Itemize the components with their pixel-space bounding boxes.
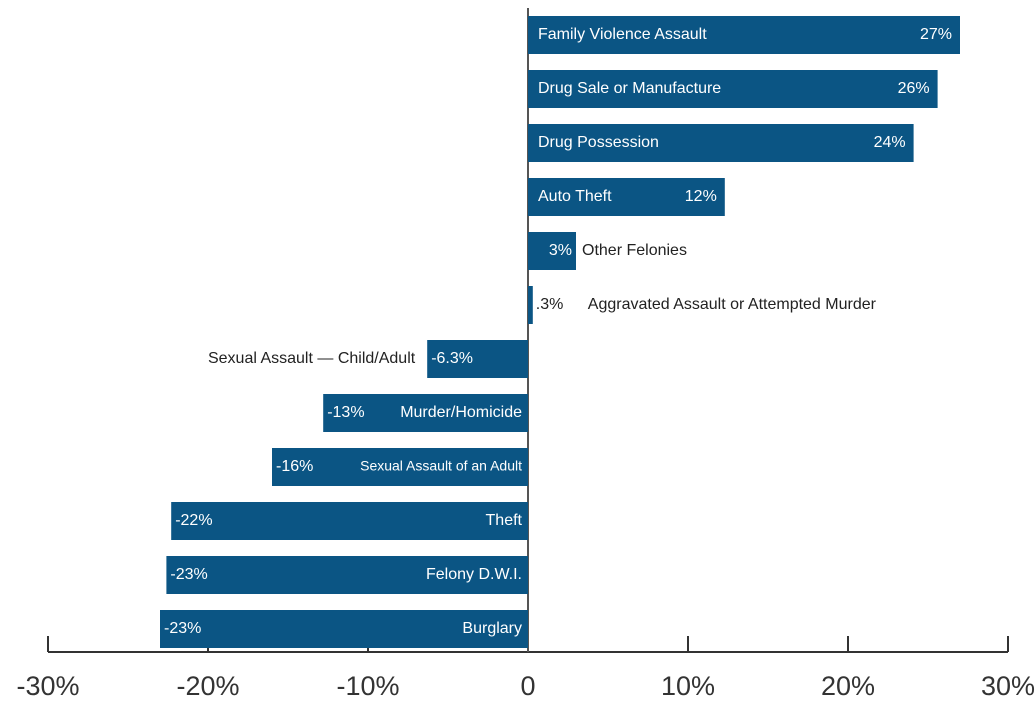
category-label: Auto Theft [538, 188, 612, 205]
bar [528, 286, 533, 324]
value-label: -23% [170, 566, 207, 583]
category-label: Family Violence Assault [538, 26, 707, 43]
bar [171, 502, 528, 540]
value-label: 12% [685, 188, 717, 205]
value-label: 24% [874, 134, 906, 151]
bar [427, 340, 528, 378]
category-label: Sexual Assault — Child/Adult [208, 350, 416, 367]
category-label: Felony D.W.I. [426, 566, 522, 583]
category-label: Theft [486, 512, 523, 529]
bar [272, 448, 528, 486]
value-label: -6.3% [431, 350, 473, 367]
value-label: .3% [536, 296, 564, 313]
bar [528, 16, 960, 54]
value-label: 26% [898, 80, 930, 97]
category-label: Aggravated Assault or Attempted Murder [588, 296, 877, 313]
bar [166, 556, 528, 594]
bar [323, 394, 528, 432]
category-label: Murder/Homicide [400, 404, 522, 421]
x-tick-label: -10% [336, 671, 399, 701]
category-label: Burglary [462, 620, 522, 637]
value-label: -13% [327, 404, 364, 421]
x-tick-label: -20% [176, 671, 239, 701]
value-label: -22% [175, 512, 212, 529]
category-label: Drug Sale or Manufacture [538, 80, 721, 97]
value-label: 3% [549, 242, 572, 259]
bar [528, 70, 938, 108]
value-label: -16% [276, 458, 313, 475]
x-tick-label: -30% [16, 671, 79, 701]
bar [528, 124, 914, 162]
value-label: -23% [164, 620, 201, 637]
x-tick-label: 0 [520, 671, 535, 701]
category-label: Sexual Assault of an Adult [360, 458, 522, 474]
bar [528, 178, 725, 216]
x-tick-label: 10% [661, 671, 715, 701]
bar [528, 232, 576, 270]
category-label: Other Felonies [582, 242, 687, 259]
bar [160, 610, 528, 648]
x-tick-label: 20% [821, 671, 875, 701]
x-tick-label: 30% [981, 671, 1035, 701]
value-label: 27% [920, 26, 952, 43]
category-label: Drug Possession [538, 134, 659, 151]
